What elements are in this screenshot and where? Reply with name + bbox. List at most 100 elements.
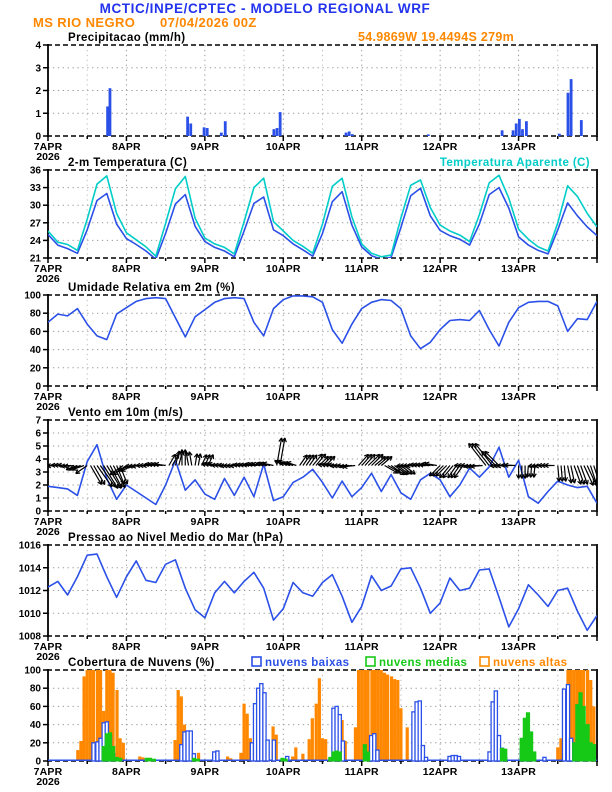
x-tick-label: 8APR <box>112 516 141 528</box>
y-tick-label: 1012 <box>19 586 42 597</box>
cloud-bar <box>317 678 321 761</box>
wind-arrow-head <box>467 465 472 469</box>
wind-arrow-head <box>302 454 308 458</box>
wind-arrow-head <box>57 464 62 468</box>
chart-wind: 0 1 2 3 4 5 6 7 7APR 8APR 9APR 10APR 11APR 12APR 13APR… <box>34 407 600 538</box>
station-coordinates: 54.9869W 19.4494S 279m <box>358 30 514 44</box>
y-tick-label: 1 <box>35 494 41 505</box>
wind-arrow-head <box>525 473 528 478</box>
wind-arrow-head <box>179 449 183 454</box>
cloud-bar <box>91 670 96 761</box>
legend-swatch <box>251 656 262 667</box>
legend-label: nuvens medias <box>379 657 467 669</box>
wind-arrow-head <box>125 465 130 469</box>
wind-arrow-head <box>396 465 401 469</box>
precip-bar <box>275 128 279 136</box>
wind-arrow-head <box>117 467 122 472</box>
wind-arrow-head <box>333 463 338 467</box>
wind-arrow-head <box>242 464 248 468</box>
cloud-bar <box>399 708 403 761</box>
wind-arrow-head <box>493 463 498 467</box>
precip-bar <box>219 132 223 136</box>
wind-arrow-shaft <box>580 465 589 485</box>
wind-arrow-head <box>321 453 326 457</box>
wind-arrow-head <box>592 479 597 484</box>
wind-arrow-head <box>504 464 509 468</box>
wind-arrow-shaft <box>89 465 103 485</box>
wind-arrow-head <box>201 463 206 468</box>
x-axis-year: 2026 <box>36 273 60 285</box>
wind-arrow-head <box>324 464 329 468</box>
chart-title: Precipitacao (mm/h) <box>68 32 186 44</box>
y-tick-label: 20 <box>30 738 42 749</box>
x-tick-label: 7APR <box>34 141 63 153</box>
x-tick-label: 8APR <box>112 391 141 403</box>
chart-title: Vento em 10m (m/s) <box>68 407 183 419</box>
precip-bar <box>500 130 504 136</box>
wind-arrow-shaft <box>583 465 594 486</box>
wind-arrow-head <box>44 464 48 466</box>
series-line <box>48 553 597 632</box>
wind-arrow-head <box>402 473 408 476</box>
cloud-bar <box>283 758 288 762</box>
wind-arrow-head <box>219 465 225 469</box>
wind-arrow-head <box>460 464 466 469</box>
wind-arrow-head <box>131 465 137 469</box>
wind-arrow-head <box>471 443 474 448</box>
wind-arrow-head <box>333 465 338 469</box>
wind-arrow-head <box>207 461 213 465</box>
wind-arrow-head <box>204 461 210 465</box>
legend-label: nuvens altas <box>493 657 567 669</box>
wind-arrow-head <box>370 453 376 457</box>
wind-arrow-head <box>139 464 144 469</box>
wind-arrow-head <box>412 462 418 466</box>
wind-arrow-head <box>65 465 70 471</box>
x-tick-label: 11APR <box>345 516 379 528</box>
cloud-bar <box>373 670 377 761</box>
wind-arrow-head <box>343 466 348 469</box>
x-tick-label: 10APR <box>266 263 301 275</box>
wind-arrow-head <box>599 478 600 482</box>
y-tick-label: 0 <box>35 757 41 768</box>
cloud-bar <box>265 739 270 762</box>
precip-bar <box>347 131 351 136</box>
cloud-bar <box>320 738 325 761</box>
cloud-bar <box>376 670 380 761</box>
wind-arrow-head <box>544 462 549 467</box>
wind-arrow-head <box>286 461 292 464</box>
cloud-bar <box>375 749 380 762</box>
wind-arrow-head <box>540 464 546 469</box>
wind-arrow-head <box>470 463 475 468</box>
chart-title: 2-m Temperatura (C) <box>68 157 187 169</box>
wind-arrow-head <box>410 472 416 475</box>
cloud-bar <box>314 703 318 761</box>
wind-arrow-shaft <box>563 465 567 482</box>
wind-arrow-head <box>193 453 198 458</box>
wind-arrow-head <box>286 461 291 467</box>
wind-arrow-head <box>324 462 329 466</box>
cloud-bar <box>370 670 374 761</box>
cloud-bar <box>151 758 156 762</box>
cloud-bar <box>561 688 567 762</box>
wind-arrow-shaft <box>471 443 490 466</box>
cloud-bar <box>585 670 590 761</box>
wind-arrow-head <box>44 466 48 468</box>
x-axis-year: 2026 <box>36 651 60 663</box>
x-tick-label: 12APR <box>423 263 458 275</box>
wind-arrow-head <box>259 462 264 467</box>
x-tick-label: 7APR <box>34 263 63 275</box>
wind-arrow-head <box>327 455 332 459</box>
wind-arrow-head <box>428 471 432 477</box>
x-tick-label: 9APR <box>190 766 219 778</box>
wind-arrow-head <box>48 463 52 466</box>
wind-arrow-head <box>373 454 376 459</box>
cloud-bar <box>239 752 243 761</box>
wind-arrow-shaft <box>64 464 75 467</box>
y-tick-label: 40 <box>30 720 42 731</box>
wind-arrow-head <box>251 463 256 467</box>
wind-arrow-shaft <box>299 454 308 466</box>
wind-arrow-head <box>453 473 456 478</box>
y-tick-label: 21 <box>30 254 42 265</box>
wind-arrow-shaft <box>593 465 597 478</box>
wind-arrow-head <box>281 437 286 442</box>
